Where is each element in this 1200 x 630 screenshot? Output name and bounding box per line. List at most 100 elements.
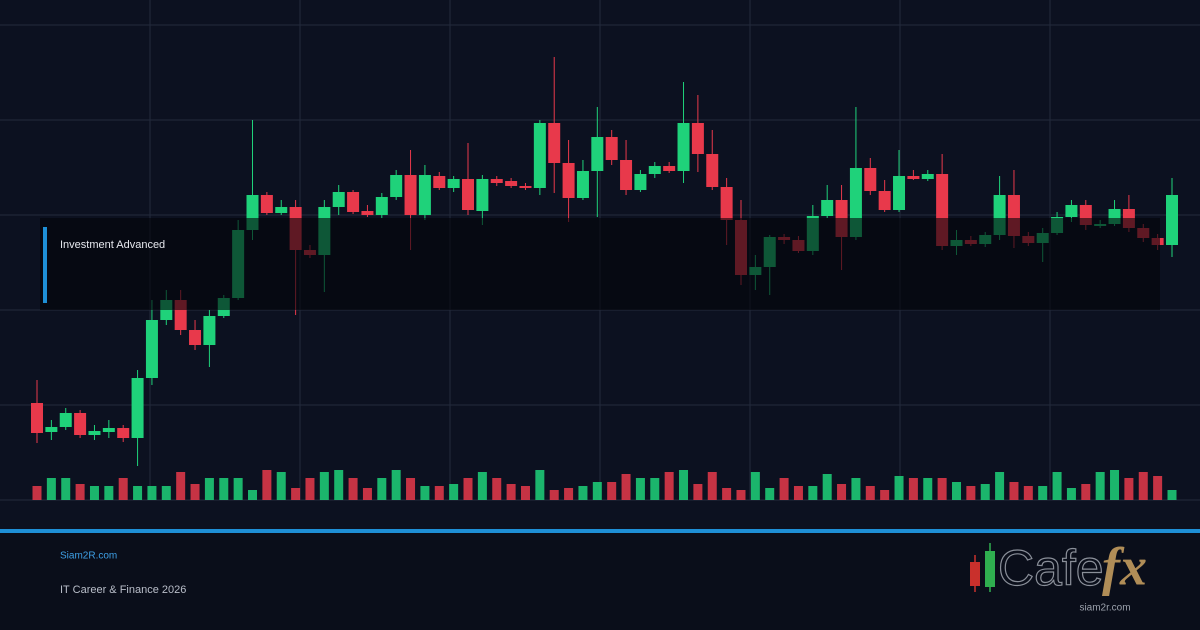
candle-body: [620, 160, 633, 190]
candle-body: [634, 174, 647, 190]
volume-bar: [894, 476, 904, 500]
candle-body: [677, 123, 690, 171]
footer-background: [0, 533, 1200, 630]
volume-bar: [980, 484, 990, 500]
volume-bar: [592, 482, 602, 500]
label-overlay: [40, 218, 1160, 310]
logo-accent: fx: [1102, 536, 1147, 596]
volume-bar: [564, 488, 574, 500]
volume-bar: [923, 478, 933, 500]
candle-body: [720, 187, 733, 220]
volume-bar: [406, 478, 416, 500]
volume-bar: [104, 486, 114, 500]
volume-bar: [937, 478, 947, 500]
volume-bar: [837, 484, 847, 500]
candle-body: [145, 320, 158, 378]
volume-bar: [750, 472, 760, 500]
candle-body: [864, 168, 877, 191]
volume-bar: [722, 488, 732, 500]
volume-bar: [1138, 472, 1148, 500]
volume-bar: [621, 474, 631, 500]
candle-body: [821, 200, 834, 216]
candle-body: [59, 413, 72, 427]
candle-body: [576, 171, 589, 198]
volume-bar: [1153, 476, 1163, 500]
volume-bar: [650, 478, 660, 500]
volume-bar: [822, 474, 832, 500]
candle-body: [74, 413, 87, 435]
volume-bar: [736, 490, 746, 500]
candle-body: [591, 137, 604, 171]
candle-body: [921, 174, 934, 179]
volume-bar: [334, 470, 344, 500]
candle-body: [347, 192, 360, 212]
volume-bar: [578, 486, 588, 500]
candle-body: [519, 186, 532, 188]
volume-bar: [808, 486, 818, 500]
candle-body: [505, 181, 518, 186]
volume-bar: [391, 470, 401, 500]
logo-icon-body: [970, 562, 980, 586]
volume-bar: [966, 486, 976, 500]
logo-url: siam2r.com: [1079, 603, 1130, 614]
volume-bar: [204, 478, 214, 500]
logo-icon-body: [985, 551, 995, 587]
volume-bar: [233, 478, 243, 500]
volume-bar: [248, 490, 258, 500]
volume-bar: [549, 490, 559, 500]
volume-bar: [190, 484, 200, 500]
candle-body: [476, 179, 489, 211]
volume-bar: [377, 478, 387, 500]
overlay-label: Investment Advanced: [60, 239, 165, 251]
volume-bar: [420, 486, 430, 500]
candle-body: [533, 123, 546, 188]
candle-body: [893, 176, 906, 210]
candle-body: [548, 123, 561, 163]
volume-bar: [679, 470, 689, 500]
candle-body: [404, 175, 417, 215]
volume-bar: [1095, 472, 1105, 500]
candle-body: [275, 207, 288, 213]
volume-bar: [707, 472, 717, 500]
volume-bar: [32, 486, 42, 500]
volume-bar: [291, 488, 301, 500]
volume-bar: [1052, 472, 1062, 500]
volume-bar: [219, 478, 229, 500]
volume-bar: [262, 470, 272, 500]
candle-body: [663, 166, 676, 171]
volume-bar: [779, 478, 789, 500]
volume-bar: [46, 478, 56, 500]
volume-bar: [664, 472, 674, 500]
volume-bar: [161, 486, 171, 500]
volume-bar: [434, 486, 444, 500]
candle-body: [189, 330, 202, 345]
volume-bar: [535, 470, 545, 500]
candle-body: [88, 431, 101, 435]
volume-bar: [1009, 482, 1019, 500]
candle-body: [1065, 205, 1078, 217]
volume-bar: [1110, 470, 1120, 500]
candle-body: [361, 211, 374, 215]
footer-site: Siam2R.com: [60, 551, 117, 562]
volume-bar: [865, 486, 875, 500]
logo-word: Cafe: [998, 540, 1104, 596]
volume-bar: [463, 478, 473, 500]
volume-bar: [793, 486, 803, 500]
divider: [0, 529, 1200, 533]
candle-body: [648, 166, 661, 174]
volume-bar: [118, 478, 128, 500]
candle-body: [260, 195, 273, 213]
candle-body: [447, 179, 460, 188]
candle-body: [31, 403, 43, 433]
volume-bar: [348, 478, 358, 500]
volume-bar: [276, 472, 286, 500]
candle-body: [691, 123, 704, 154]
volume-bar: [305, 478, 315, 500]
candle-body: [45, 427, 58, 432]
candle-body: [1166, 195, 1178, 245]
volume-bar: [362, 488, 372, 500]
volume-bar: [635, 478, 645, 500]
volume-bar: [1038, 486, 1048, 500]
